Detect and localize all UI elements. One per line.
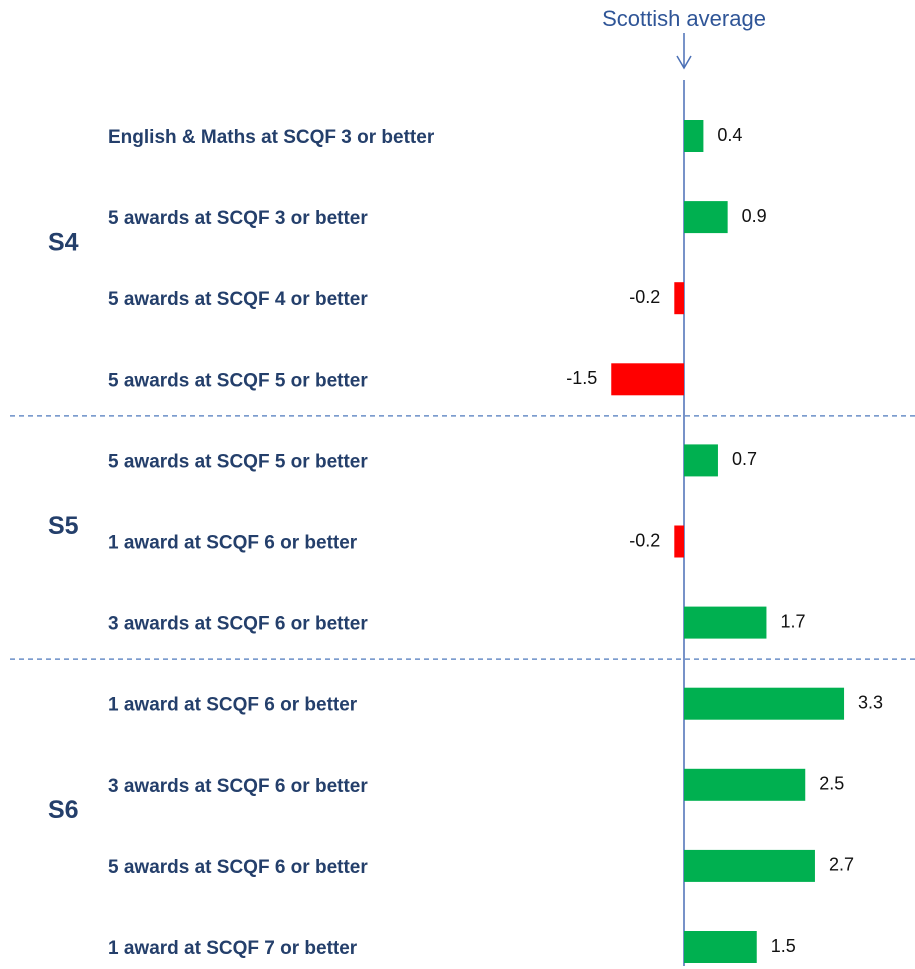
- group-label: S4: [48, 228, 79, 256]
- bar: [684, 444, 718, 477]
- category-label: 5 awards at SCQF 3 or better: [108, 208, 368, 229]
- bar: [674, 525, 684, 558]
- category-label: 1 award at SCQF 6 or better: [108, 533, 358, 554]
- bar: [684, 687, 845, 720]
- value-label: 2.7: [829, 855, 854, 875]
- value-label: 0.4: [717, 125, 742, 145]
- value-label: 1.7: [780, 611, 805, 631]
- group-label: S6: [48, 796, 79, 824]
- group-label: S5: [48, 512, 79, 540]
- bar: [674, 282, 684, 315]
- value-label: 0.7: [732, 449, 757, 469]
- annotation: Scottish average: [602, 6, 766, 31]
- value-label: 1.5: [771, 936, 796, 956]
- value-label: 0.9: [742, 206, 767, 226]
- value-label: 3.3: [858, 692, 883, 712]
- category-label: 5 awards at SCQF 5 or better: [108, 370, 368, 391]
- category-label: 1 award at SCQF 7 or better: [108, 938, 358, 959]
- bar: [684, 931, 757, 963]
- bar: [684, 120, 704, 152]
- value-label: -0.2: [629, 287, 660, 307]
- bar: [684, 849, 815, 882]
- annotation-arrow: [676, 33, 692, 70]
- category-label: 3 awards at SCQF 6 or better: [108, 614, 368, 635]
- value-label: 2.5: [819, 774, 844, 794]
- category-label: 5 awards at SCQF 6 or better: [108, 857, 368, 878]
- bar: [611, 363, 684, 396]
- category-label: 5 awards at SCQF 5 or better: [108, 451, 368, 472]
- bar: [684, 768, 806, 801]
- value-label: -0.2: [629, 530, 660, 550]
- bar: [684, 606, 767, 639]
- value-label: -1.5: [566, 368, 597, 388]
- bar: [684, 201, 728, 234]
- category-label: 1 award at SCQF 6 or better: [108, 695, 358, 716]
- category-label: 3 awards at SCQF 6 or better: [108, 776, 368, 797]
- category-label: 5 awards at SCQF 4 or better: [108, 289, 368, 310]
- category-label: English & Maths at SCQF 3 or better: [108, 127, 435, 148]
